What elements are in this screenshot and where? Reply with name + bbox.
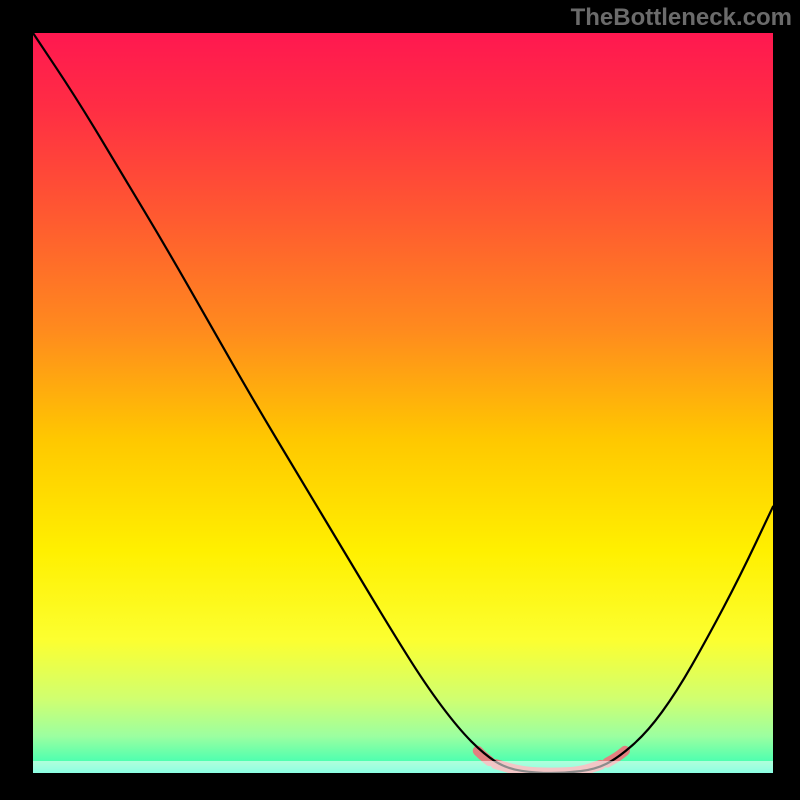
curve-layer [33,33,773,773]
watermark-text: TheBottleneck.com [571,4,792,32]
bottom-highlight-band [33,761,773,773]
bottleneck-curve [33,33,773,773]
plot-area [33,33,773,773]
